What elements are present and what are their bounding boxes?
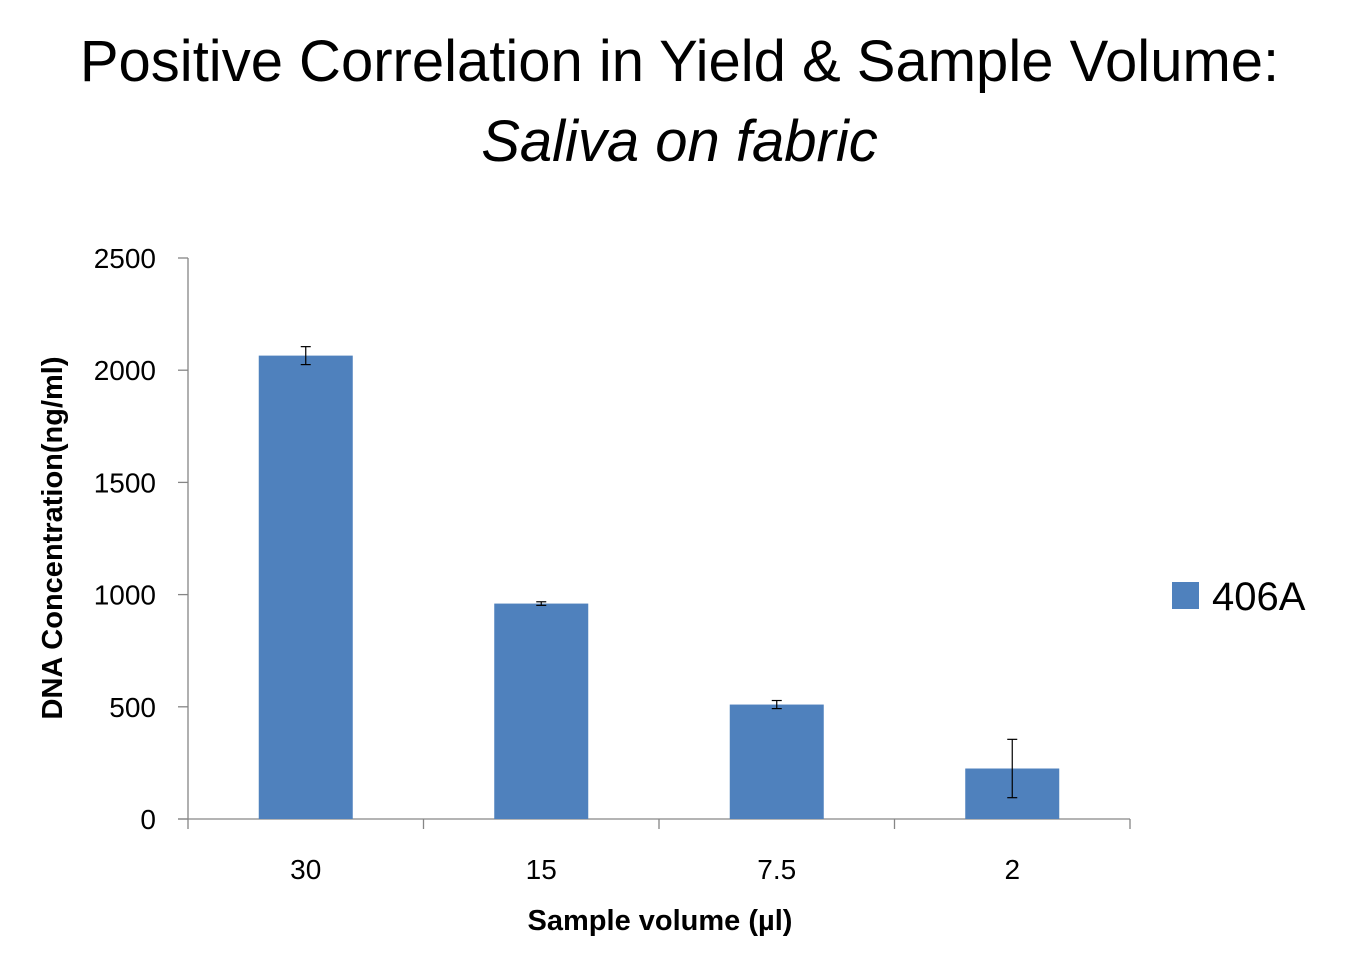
x-tick-label: 15 [526,854,557,885]
chart-bars [258,355,1060,819]
bar [729,704,824,819]
y-tick-label: 2500 [94,243,156,274]
chart-labels: 0 500 1000 1500 2000 2500 30 15 7.5 2 Sample volum… [37,243,1020,937]
bar [494,603,589,819]
y-tick-label: 500 [109,692,156,723]
x-tick-label: 2 [1004,854,1020,885]
x-axis-title: Sample volume (µl) [528,905,793,937]
chart-legend: 406A [1172,575,1306,619]
chart-subtitle: Saliva on fabric [481,109,878,174]
x-tick-label: 30 [290,854,321,885]
y-tick-label: 0 [140,804,156,835]
bar [258,355,353,819]
chart-title: Positive Correlation in Yield & Sample V… [79,29,1280,94]
y-tick-label: 2000 [94,355,156,386]
y-tick-label: 1500 [94,467,156,498]
legend-label: 406A [1212,575,1306,619]
legend-swatch [1172,582,1199,609]
chart-error-bars [300,346,1018,799]
x-tick-label: 7.5 [757,854,796,885]
y-axis-title: DNA Concentration(ng/ml) [37,356,69,719]
y-tick-label: 1000 [94,580,156,611]
chart-title-block: Positive Correlation in Yield & Sample V… [0,22,1359,182]
